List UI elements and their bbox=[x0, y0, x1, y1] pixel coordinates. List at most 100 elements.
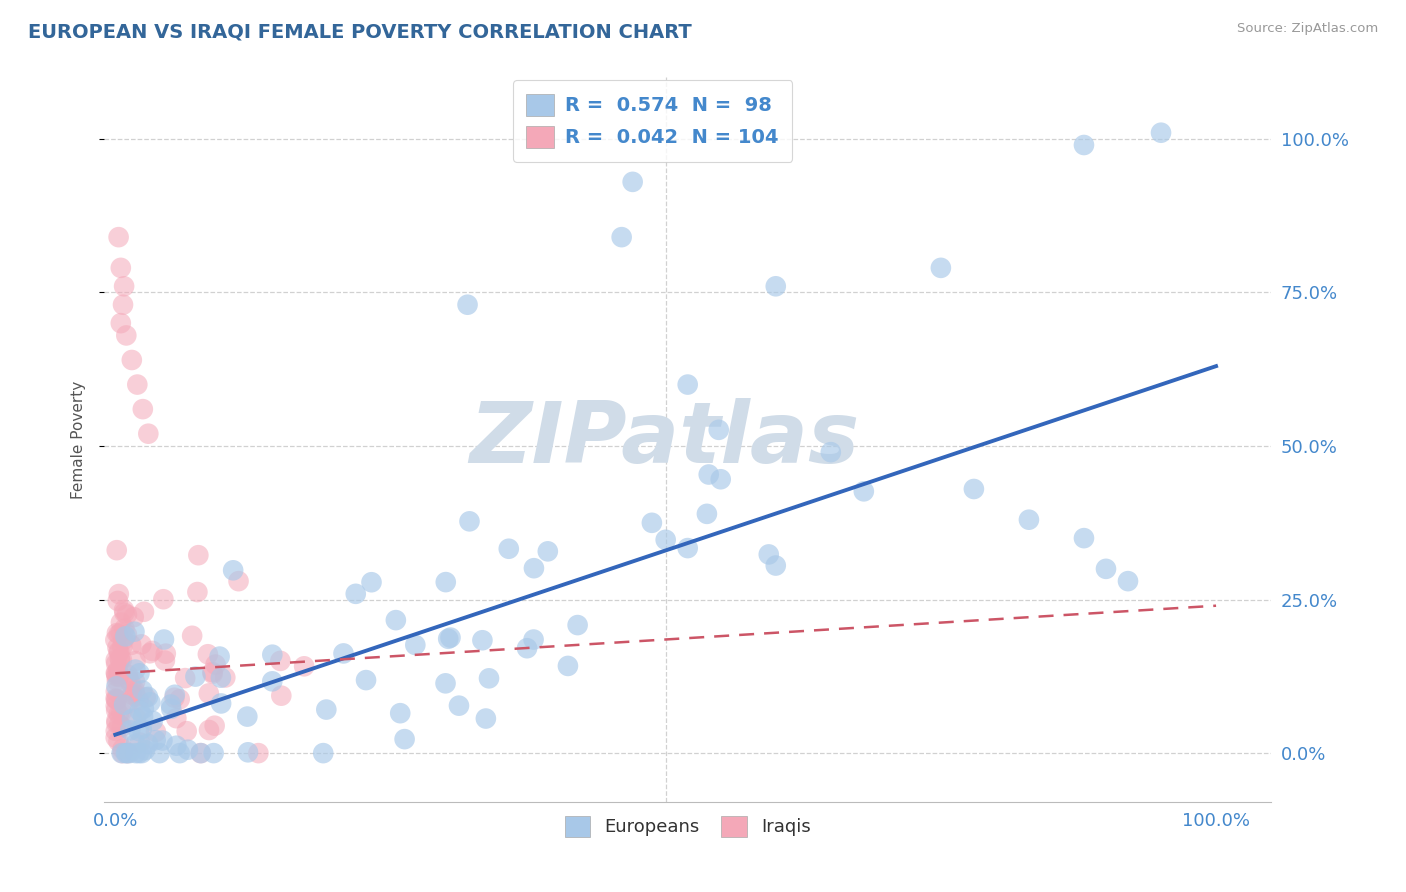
Point bbox=[765, 279, 787, 293]
Point bbox=[394, 732, 416, 747]
Point bbox=[214, 671, 236, 685]
Point bbox=[332, 647, 354, 661]
Point bbox=[108, 645, 131, 659]
Point bbox=[404, 638, 426, 652]
Point bbox=[149, 746, 172, 760]
Point bbox=[1116, 574, 1139, 588]
Point bbox=[105, 692, 128, 706]
Point bbox=[929, 260, 952, 275]
Point bbox=[852, 484, 875, 499]
Point bbox=[165, 711, 187, 725]
Point bbox=[105, 679, 128, 693]
Point bbox=[270, 689, 292, 703]
Point bbox=[181, 629, 204, 643]
Point bbox=[209, 697, 232, 711]
Point bbox=[117, 697, 139, 711]
Point bbox=[115, 627, 138, 641]
Point bbox=[136, 737, 159, 751]
Point bbox=[112, 633, 135, 648]
Point bbox=[112, 603, 135, 617]
Y-axis label: Female Poverty: Female Poverty bbox=[72, 381, 86, 499]
Point bbox=[124, 624, 146, 639]
Point bbox=[707, 423, 730, 437]
Point bbox=[105, 692, 128, 706]
Point bbox=[389, 706, 412, 721]
Point bbox=[204, 719, 226, 733]
Point bbox=[128, 704, 150, 718]
Point bbox=[108, 652, 131, 666]
Point bbox=[104, 684, 127, 698]
Point bbox=[105, 716, 128, 731]
Point bbox=[128, 666, 150, 681]
Point bbox=[108, 670, 131, 684]
Point bbox=[107, 594, 129, 608]
Point bbox=[127, 377, 149, 392]
Point bbox=[105, 543, 128, 558]
Point bbox=[132, 710, 155, 724]
Point bbox=[111, 742, 134, 756]
Point bbox=[124, 687, 146, 701]
Point bbox=[247, 746, 270, 760]
Point bbox=[201, 665, 224, 679]
Point bbox=[117, 672, 139, 686]
Point bbox=[610, 230, 633, 244]
Point bbox=[122, 610, 145, 624]
Point bbox=[110, 625, 132, 640]
Point bbox=[437, 632, 460, 646]
Point bbox=[135, 690, 157, 705]
Point bbox=[111, 720, 134, 734]
Point bbox=[112, 622, 135, 636]
Point bbox=[124, 746, 146, 760]
Point bbox=[190, 746, 212, 760]
Point bbox=[169, 746, 191, 760]
Point bbox=[128, 693, 150, 707]
Point bbox=[104, 723, 127, 738]
Text: Source: ZipAtlas.com: Source: ZipAtlas.com bbox=[1237, 22, 1378, 36]
Point bbox=[186, 585, 208, 599]
Point bbox=[145, 724, 167, 739]
Point bbox=[641, 516, 664, 530]
Point bbox=[124, 663, 146, 677]
Point bbox=[105, 669, 128, 683]
Point bbox=[105, 714, 128, 728]
Point bbox=[236, 745, 259, 759]
Point bbox=[105, 703, 128, 717]
Point bbox=[112, 279, 135, 293]
Point bbox=[184, 670, 207, 684]
Point bbox=[165, 739, 187, 753]
Point bbox=[131, 637, 153, 651]
Point bbox=[159, 698, 181, 712]
Point bbox=[134, 743, 156, 757]
Point bbox=[108, 667, 131, 681]
Point bbox=[107, 645, 129, 659]
Point bbox=[209, 671, 232, 685]
Point bbox=[114, 629, 136, 643]
Point bbox=[115, 328, 138, 343]
Point bbox=[117, 746, 139, 760]
Point bbox=[197, 647, 219, 661]
Point bbox=[115, 746, 138, 760]
Point bbox=[447, 698, 470, 713]
Point bbox=[104, 731, 127, 745]
Point bbox=[124, 690, 146, 704]
Point bbox=[758, 548, 780, 562]
Point bbox=[141, 644, 163, 658]
Point bbox=[315, 702, 337, 716]
Point bbox=[434, 676, 457, 690]
Point bbox=[236, 709, 259, 723]
Point bbox=[111, 746, 134, 760]
Point bbox=[820, 445, 842, 459]
Point bbox=[567, 618, 589, 632]
Point bbox=[262, 674, 284, 689]
Point bbox=[115, 607, 138, 622]
Point bbox=[475, 712, 498, 726]
Point bbox=[498, 541, 520, 556]
Point bbox=[108, 653, 131, 667]
Point bbox=[131, 683, 153, 698]
Point bbox=[202, 746, 225, 760]
Point bbox=[124, 674, 146, 689]
Point bbox=[104, 691, 127, 706]
Point bbox=[121, 712, 143, 726]
Point bbox=[128, 735, 150, 749]
Point bbox=[117, 668, 139, 682]
